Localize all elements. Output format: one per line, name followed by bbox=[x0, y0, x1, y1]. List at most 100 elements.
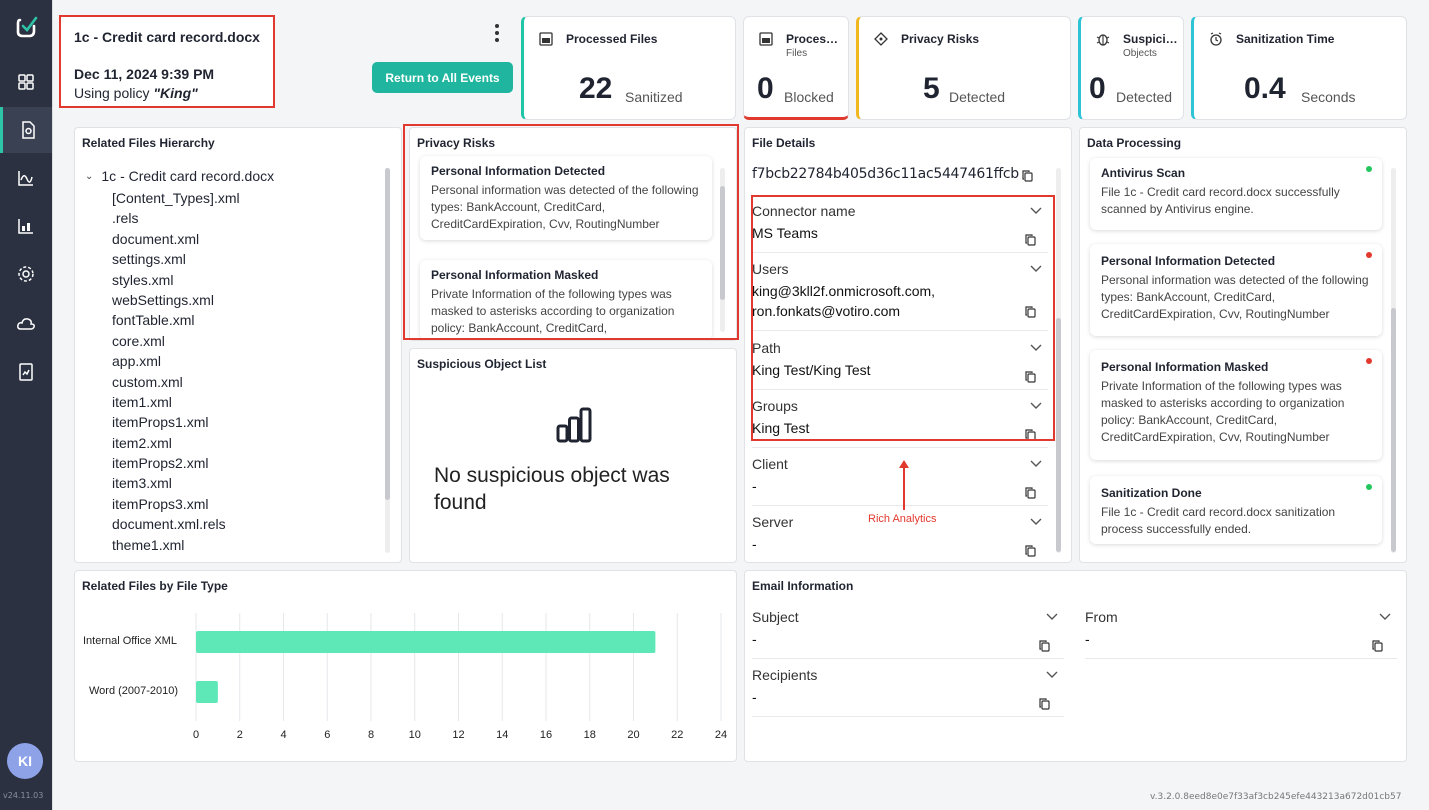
more-options-icon[interactable] bbox=[491, 24, 503, 42]
privacy-risk-card[interactable]: Personal Information Masked Private Info… bbox=[420, 260, 712, 340]
chevron-down-icon[interactable] bbox=[1030, 207, 1042, 215]
tree-file-item[interactable]: webSettings.xml bbox=[112, 291, 214, 308]
file-event-icon[interactable] bbox=[0, 107, 52, 153]
event-policy: Using policy "King" bbox=[74, 85, 260, 101]
data-processing-card[interactable]: Personal Information Masked Private Infor… bbox=[1090, 350, 1382, 460]
alarm-clock-icon bbox=[1210, 32, 1222, 46]
votiro-logo-icon[interactable] bbox=[14, 14, 40, 40]
processed-file-icon bbox=[539, 32, 553, 46]
file-details-scrollbar-thumb[interactable] bbox=[1056, 318, 1061, 552]
chevron-down-icon[interactable] bbox=[1046, 671, 1058, 679]
tree-file-list: [Content_Types].xml .rels document.xml sett… bbox=[112, 188, 240, 555]
analytics-chart-icon[interactable] bbox=[0, 155, 52, 201]
field-label: Path bbox=[752, 340, 781, 356]
copy-icon[interactable] bbox=[1022, 170, 1033, 182]
copy-icon[interactable] bbox=[1025, 487, 1036, 499]
field-value: - bbox=[752, 536, 757, 552]
tree-file-item[interactable]: app.xml bbox=[112, 353, 162, 370]
stat-value: 5 bbox=[923, 72, 940, 105]
copy-icon[interactable] bbox=[1372, 640, 1383, 652]
tree-file-item[interactable]: itemProps1.xml bbox=[112, 414, 209, 431]
copy-icon[interactable] bbox=[1025, 545, 1036, 557]
tree-file-item[interactable]: settings.xml bbox=[112, 251, 186, 268]
tree-file-item[interactable]: item1.xml bbox=[112, 393, 172, 410]
settings-gear-icon[interactable] bbox=[0, 251, 52, 297]
email-field-from[interactable]: From - bbox=[1085, 609, 1397, 659]
report-document-icon[interactable] bbox=[0, 349, 52, 395]
file-detail-users[interactable]: Users king@3kll2f.onmicrosoft.com, ron.fo… bbox=[752, 261, 1048, 331]
data-processing-card[interactable]: Antivirus Scan File 1c - Credit card reco… bbox=[1090, 158, 1382, 230]
tree-root[interactable]: ⌄ 1c - Credit card record.docx bbox=[85, 168, 274, 184]
chevron-down-icon[interactable] bbox=[1030, 518, 1042, 526]
cloud-icon[interactable] bbox=[0, 301, 52, 347]
tree-file-item[interactable]: custom.xml bbox=[112, 373, 183, 390]
file-detail-connector-name[interactable]: Connector name MS Teams bbox=[752, 203, 1048, 253]
field-label: Connector name bbox=[752, 203, 856, 219]
stat-unit: Detected bbox=[1116, 89, 1173, 105]
reports-icon[interactable] bbox=[0, 203, 52, 249]
blocked-file-icon bbox=[759, 32, 773, 46]
chevron-down-icon[interactable] bbox=[1030, 344, 1042, 352]
tree-file-item[interactable]: styles.xml bbox=[112, 271, 174, 288]
data-processing-card[interactable]: Sanitization Done File 1c - Credit card r… bbox=[1090, 476, 1382, 544]
file-detail-client[interactable]: Client - bbox=[752, 456, 1048, 506]
field-value: MS Teams bbox=[752, 225, 818, 241]
chevron-down-icon[interactable] bbox=[1030, 265, 1042, 273]
chart-bar[interactable] bbox=[196, 681, 218, 703]
file-detail-server[interactable]: Server - bbox=[752, 514, 1048, 562]
dp-card-description: File 1c - Credit card record.docx saniti… bbox=[1101, 505, 1336, 536]
tree-file-item[interactable]: fontTable.xml bbox=[112, 312, 195, 329]
tree-file-item[interactable]: document.xml bbox=[112, 230, 200, 247]
stat-value: 22 bbox=[579, 72, 613, 105]
copy-icon[interactable] bbox=[1039, 698, 1050, 710]
field-label: Subject bbox=[752, 609, 799, 625]
status-dot-icon bbox=[1366, 252, 1372, 258]
file-details-panel: File Details f7bcb22784b405d36c11ac54474… bbox=[744, 127, 1072, 563]
email-field-recipients[interactable]: Recipients - bbox=[752, 667, 1064, 717]
tree-file-item[interactable]: item2.xml bbox=[112, 434, 172, 451]
dashboard-icon[interactable] bbox=[0, 59, 52, 105]
tree-file-item[interactable]: itemProps3.xml bbox=[112, 495, 209, 512]
tree-file-item[interactable]: .rels bbox=[112, 210, 139, 227]
copy-icon[interactable] bbox=[1025, 234, 1036, 246]
avatar[interactable]: KI bbox=[7, 743, 43, 779]
hierarchy-scrollbar-thumb[interactable] bbox=[385, 168, 390, 500]
tree-file-item[interactable]: theme1.xml bbox=[112, 536, 185, 553]
dp-card-title: Sanitization Done bbox=[1101, 486, 1202, 500]
copy-icon[interactable] bbox=[1025, 371, 1036, 383]
email-field-subject[interactable]: Subject - bbox=[752, 609, 1064, 659]
chevron-down-icon[interactable] bbox=[1379, 613, 1391, 621]
chart-x-tick-label: 14 bbox=[496, 729, 509, 741]
copy-icon[interactable] bbox=[1039, 640, 1050, 652]
tree-file-item[interactable]: itemProps2.xml bbox=[112, 455, 209, 472]
chart-x-tick-label: 20 bbox=[627, 729, 640, 741]
status-dot-icon bbox=[1366, 166, 1372, 172]
data-processing-card[interactable]: Personal Information Detected Personal in… bbox=[1090, 244, 1382, 336]
privacy-scrollbar-thumb[interactable] bbox=[720, 186, 725, 300]
file-detail-groups[interactable]: Groups King Test bbox=[752, 398, 1048, 448]
chevron-down-icon[interactable] bbox=[1030, 402, 1042, 410]
data-processing-scrollbar-thumb[interactable] bbox=[1391, 308, 1396, 552]
stat-unit: Detected bbox=[949, 89, 1006, 105]
dp-card-description: File 1c - Credit card record.docx succes… bbox=[1101, 185, 1340, 216]
copy-icon[interactable] bbox=[1025, 306, 1036, 318]
file-detail-path[interactable]: Path King Test/King Test bbox=[752, 340, 1048, 390]
privacy-risk-card[interactable]: Personal Information Detected Personal i… bbox=[420, 156, 712, 240]
chevron-down-icon[interactable]: ⌄ bbox=[85, 170, 94, 182]
chart-bar[interactable] bbox=[196, 631, 656, 653]
stat-unit: Blocked bbox=[784, 89, 834, 105]
event-date: Dec 11, 2024 9:39 PM bbox=[74, 66, 215, 82]
field-label: Users bbox=[752, 261, 789, 277]
tree-file-item[interactable]: item3.xml bbox=[112, 475, 172, 492]
field-label: Client bbox=[752, 456, 788, 472]
tree-file-item[interactable]: document.xml.rels bbox=[112, 516, 226, 533]
tree-file-item[interactable]: [Content_Types].xml bbox=[112, 190, 240, 206]
tree-file-item[interactable]: core.xml bbox=[112, 332, 165, 349]
chevron-down-icon[interactable] bbox=[1046, 613, 1058, 621]
dp-card-description: Personal information was detected of the… bbox=[1101, 273, 1369, 321]
stat-value: 0 bbox=[757, 72, 774, 105]
data-processing-panel: Data Processing Antivirus Scan File 1c - … bbox=[1079, 127, 1407, 563]
bug-icon bbox=[1096, 34, 1110, 46]
return-to-all-events-button[interactable]: Return to All Events bbox=[372, 62, 513, 93]
chevron-down-icon[interactable] bbox=[1030, 460, 1042, 468]
